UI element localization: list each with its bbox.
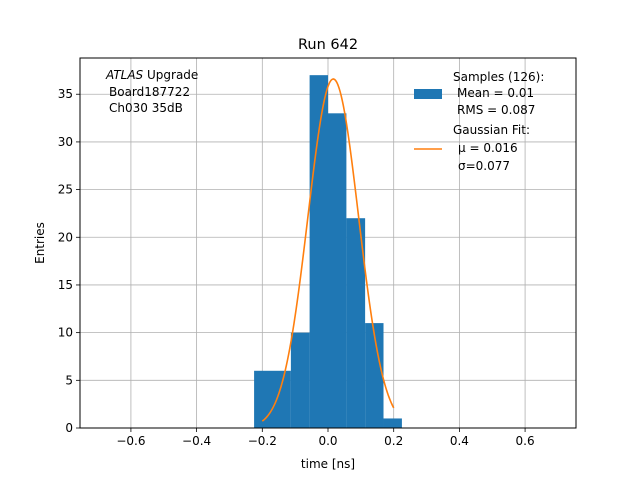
x-tick-label: −0.6: [116, 434, 145, 448]
histogram-bar: [383, 418, 402, 428]
histogram-bar: [365, 323, 384, 428]
x-tick-label: −0.2: [248, 434, 277, 448]
annotation-line-1: ATLAS Upgrade: [105, 68, 198, 82]
histogram-bar: [290, 332, 310, 428]
x-axis-ticks: −0.6 −0.4 −0.2 0.0 0.2 0.4 0.6: [116, 428, 535, 448]
legend-samples-rms: RMS = 0.087: [457, 103, 535, 117]
x-tick-label: 0.4: [450, 434, 469, 448]
histogram-bar: [346, 218, 366, 428]
legend-samples-swatch: [414, 89, 442, 99]
chart-title: Run 642: [298, 37, 358, 53]
legend-fit-sigma: σ=0.077: [458, 159, 510, 173]
legend-samples-title: Samples (126):: [453, 70, 544, 84]
annotation-atlas: ATLAS: [105, 68, 144, 82]
x-tick-label: 0.6: [516, 434, 535, 448]
y-tick-label: 30: [58, 135, 73, 149]
x-tick-label: −0.4: [182, 434, 211, 448]
y-tick-label: 20: [58, 230, 73, 244]
y-axis-ticks: 0 5 10 15 20 25 30 35: [58, 87, 80, 435]
atlas-annotation: ATLAS Upgrade Board187722 Ch030 35dB: [105, 68, 198, 115]
y-tick-label: 25: [58, 183, 73, 197]
annotation-upgrade: Upgrade: [143, 68, 198, 82]
y-tick-label: 15: [58, 278, 73, 292]
y-tick-label: 0: [65, 421, 73, 435]
y-axis-label: Entries: [33, 222, 47, 264]
histogram-bar: [328, 113, 347, 429]
legend-samples-mean: Mean = 0.01: [457, 86, 534, 100]
histogram-bar: [254, 370, 291, 428]
legend: Samples (126): Mean = 0.01 RMS = 0.087 G…: [414, 70, 544, 173]
x-tick-label: 0.0: [318, 434, 337, 448]
annotation-line-2: Board187722: [109, 85, 190, 99]
y-tick-label: 10: [58, 326, 73, 340]
y-tick-label: 5: [65, 373, 73, 387]
y-tick-label: 35: [58, 87, 73, 101]
annotation-line-3: Ch030 35dB: [109, 101, 183, 115]
gaussian-fit-curve: [261, 78, 395, 422]
legend-fit-title: Gaussian Fit:: [453, 123, 530, 137]
legend-fit-mu: μ = 0.016: [458, 141, 518, 155]
x-tick-label: 0.2: [384, 434, 403, 448]
x-axis-label: time [ns]: [301, 457, 355, 471]
